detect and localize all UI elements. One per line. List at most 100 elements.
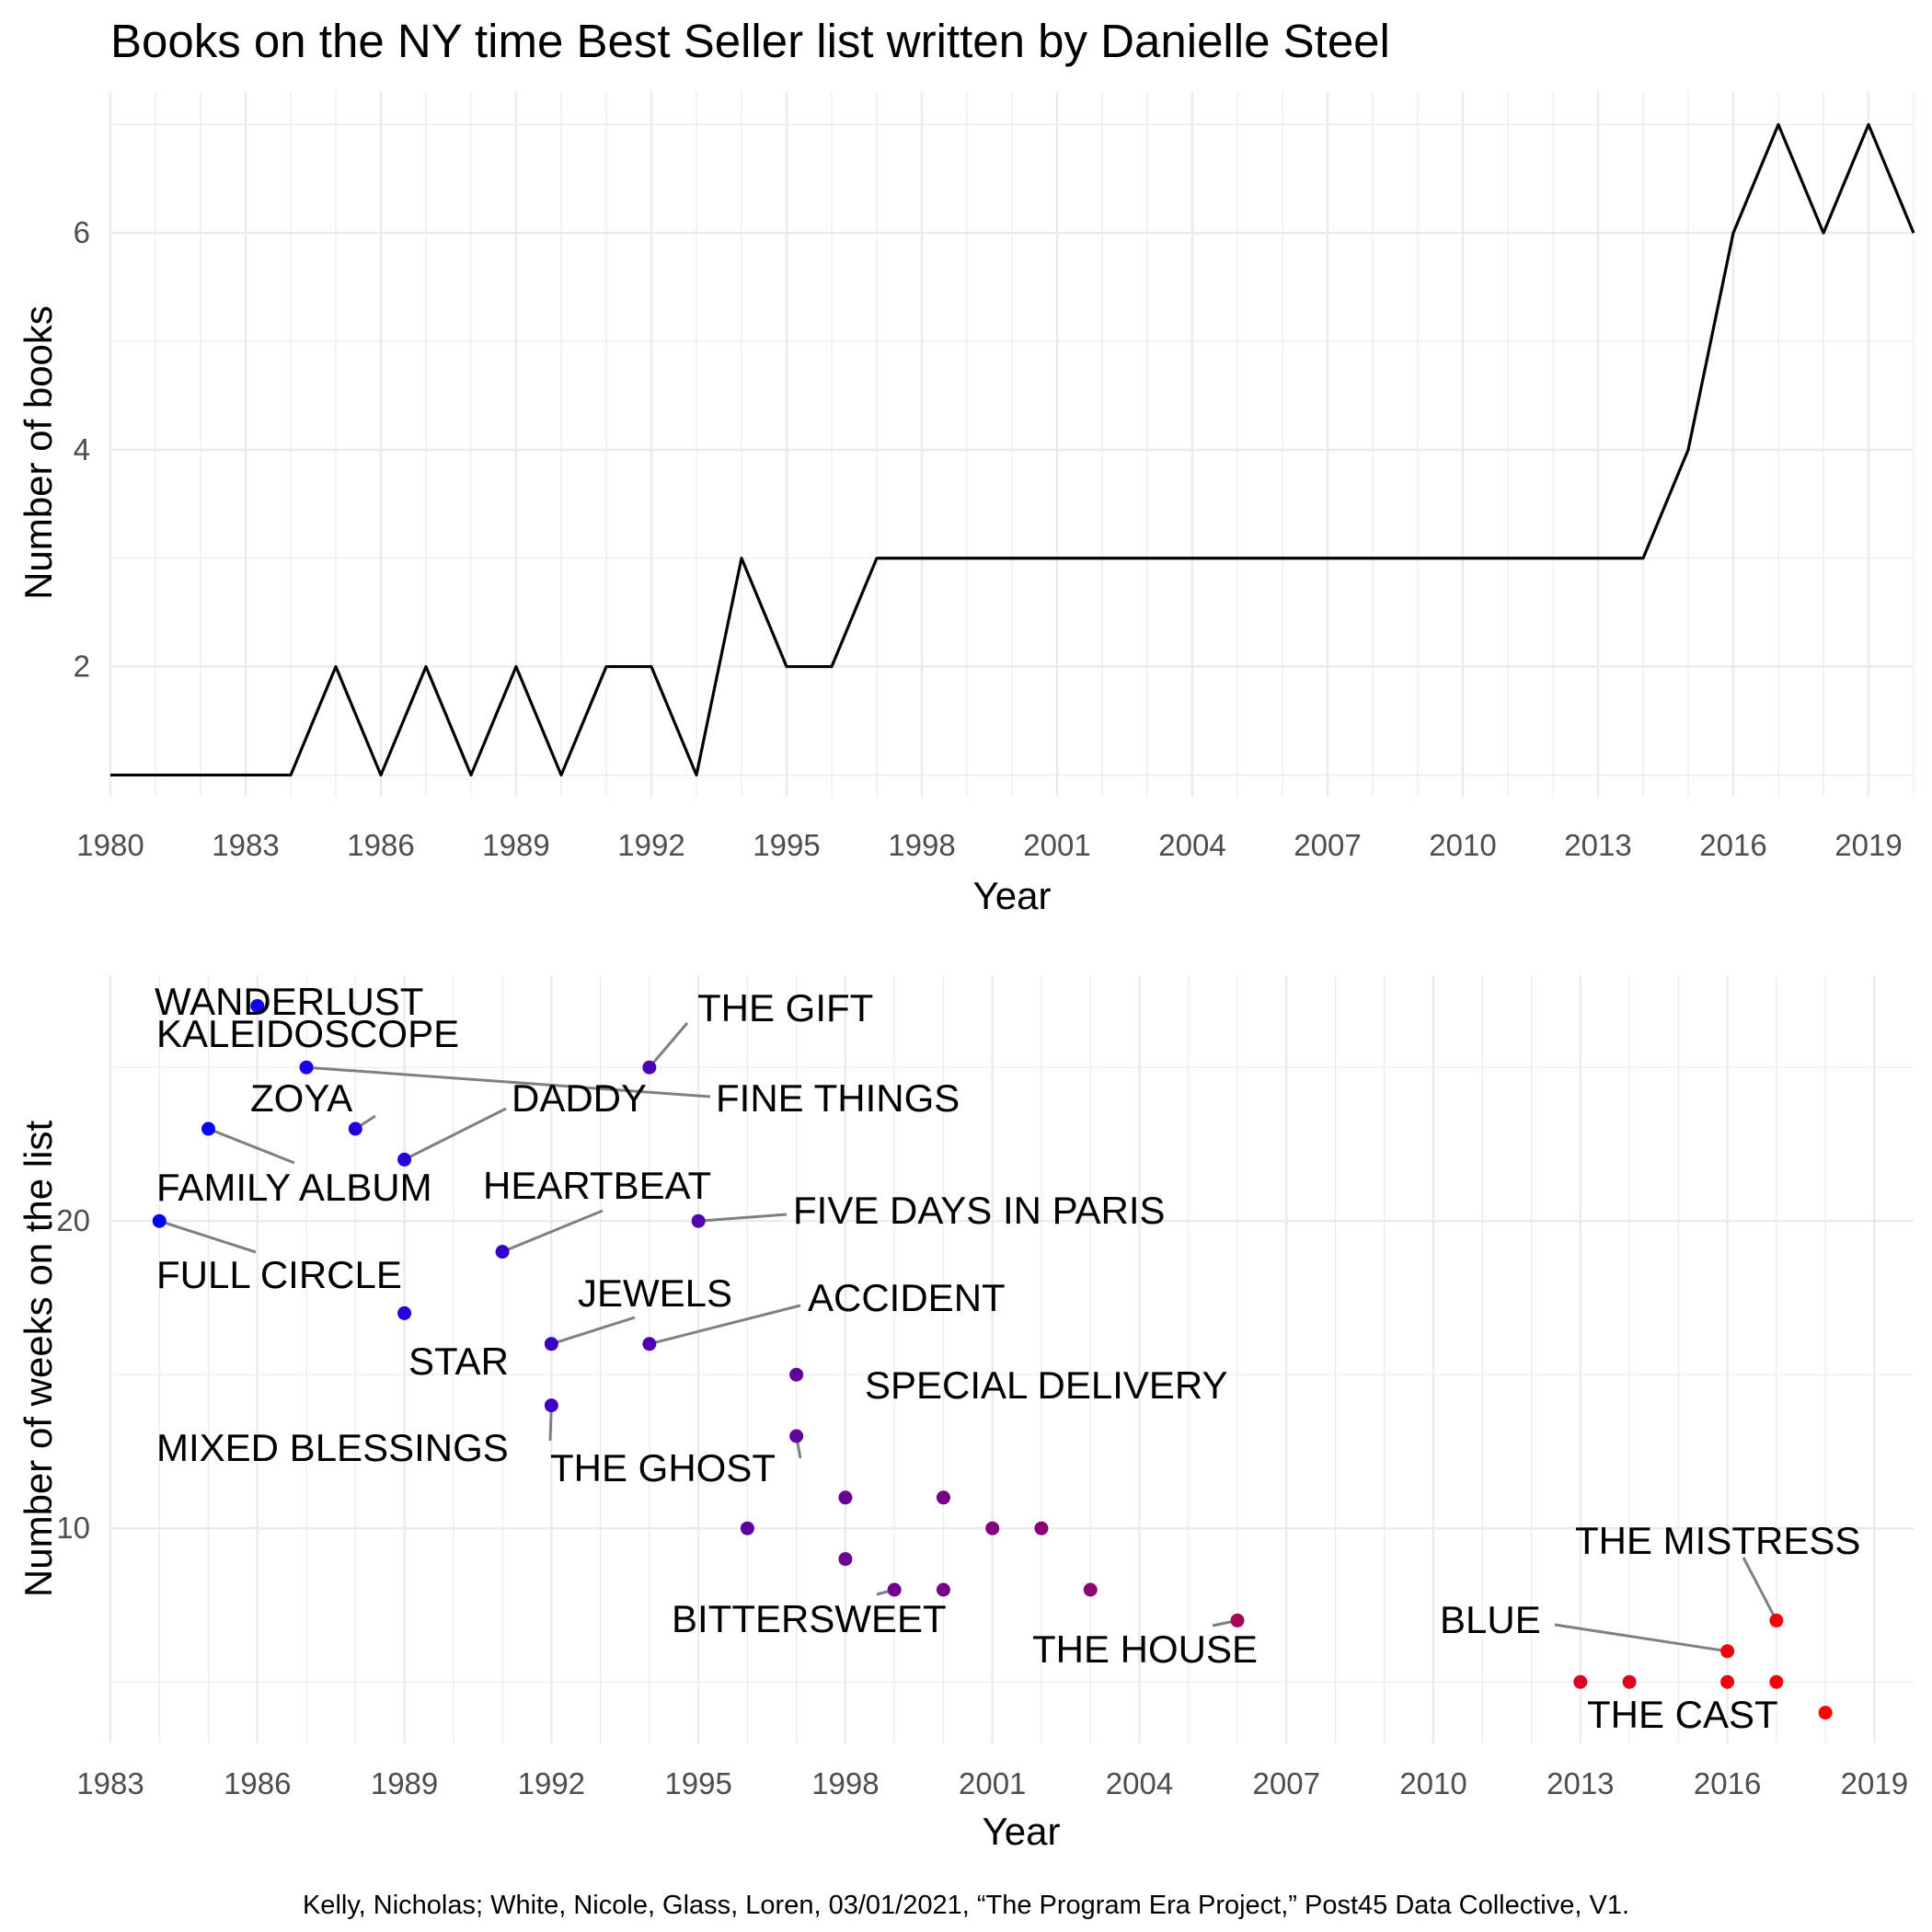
- point-label: ACCIDENT: [808, 1276, 1006, 1319]
- point-label: HEARTBEAT: [483, 1164, 711, 1207]
- y-tick-label: 10: [56, 1511, 90, 1545]
- book-point: [789, 1367, 804, 1382]
- x-tick-label: 2019: [1841, 1766, 1908, 1800]
- x-tick-label: 2001: [1023, 828, 1090, 862]
- x-tick-label: 2004: [1106, 1766, 1173, 1800]
- point-label: BLUE: [1440, 1598, 1541, 1641]
- x-tick-label: 2013: [1564, 828, 1631, 862]
- point-label: KALEIDOSCOPE: [156, 1012, 459, 1055]
- point-label: WANDERLUST: [155, 980, 423, 1023]
- scatter-chart-points: [152, 998, 1833, 1720]
- x-tick-label: 1998: [811, 1766, 879, 1800]
- label-leader-line: [648, 1022, 689, 1069]
- point-label: THE GIFT: [697, 986, 873, 1029]
- book-point: [642, 1337, 657, 1351]
- x-tick-label: 2016: [1694, 1766, 1761, 1800]
- point-label: BITTERSWEET: [672, 1597, 947, 1640]
- x-tick-label: 1986: [224, 1766, 291, 1800]
- book-point: [691, 1213, 706, 1228]
- y-tick-label: 6: [74, 215, 90, 249]
- book-point: [642, 1060, 657, 1075]
- y-tick-label: 4: [74, 432, 90, 466]
- book-point: [1573, 1674, 1588, 1689]
- point-label: ZOYA: [250, 1076, 352, 1120]
- x-tick-label: 1989: [482, 828, 549, 862]
- x-tick-label: 1995: [664, 1766, 731, 1800]
- book-point: [936, 1490, 950, 1505]
- book-point: [985, 1521, 1000, 1535]
- point-label: STAR: [408, 1340, 509, 1383]
- x-tick-label: 2007: [1253, 1766, 1320, 1800]
- book-point: [152, 1213, 167, 1228]
- book-point: [936, 1582, 950, 1597]
- book-point: [838, 1490, 853, 1505]
- chart-title: Books on the NY time Best Seller list wr…: [110, 15, 1390, 67]
- point-label: THE CAST: [1587, 1693, 1778, 1736]
- x-tick-label: 1998: [888, 828, 955, 862]
- x-tick-label: 1983: [76, 1766, 144, 1800]
- label-leader-line: [207, 1127, 295, 1165]
- line-chart-series: [110, 122, 1915, 777]
- book-point: [1769, 1613, 1784, 1627]
- line-chart-panel: 1980 1983 1986 1989 1992 1995 1998 2001 2004 2007…: [17, 92, 1915, 917]
- label-leader-line: [1742, 1557, 1778, 1622]
- book-point: [838, 1552, 853, 1567]
- book-point: [397, 1305, 412, 1320]
- x-tick-label: 2019: [1834, 828, 1902, 862]
- line-chart-tick-labels: 1980 1983 1986 1989 1992 1995 1998 2001 2004 2007…: [74, 215, 1903, 862]
- x-tick-label: 2010: [1429, 828, 1496, 862]
- book-point: [1720, 1644, 1735, 1659]
- x-tick-label: 1986: [347, 828, 414, 862]
- book-point: [1034, 1521, 1049, 1535]
- x-tick-label: 2001: [959, 1766, 1026, 1800]
- x-tick-label: 1989: [371, 1766, 438, 1800]
- label-leader-line: [550, 1316, 636, 1346]
- point-label: JEWELS: [578, 1271, 732, 1315]
- x-tick-label: 1980: [76, 828, 144, 862]
- point-label: THE MISTRESS: [1575, 1519, 1860, 1562]
- x-tick-label: 2016: [1699, 828, 1766, 862]
- point-label: FAMILY ALBUM: [156, 1166, 432, 1209]
- point-label: THE GHOST: [550, 1446, 776, 1489]
- book-point: [1720, 1674, 1735, 1689]
- book-point: [201, 1121, 216, 1136]
- book-point: [1230, 1613, 1245, 1627]
- x-tick-label: 2013: [1547, 1766, 1614, 1800]
- label-leader-line: [403, 1107, 507, 1161]
- point-label: THE HOUSE: [1032, 1627, 1258, 1671]
- x-tick-label: 1983: [212, 828, 279, 862]
- y-tick-label: 2: [74, 650, 90, 684]
- label-leader-line: [1554, 1623, 1728, 1653]
- book-point: [397, 1152, 412, 1167]
- x-tick-label: 1995: [753, 828, 820, 862]
- scatter-chart-tick-labels: 1983 1986 1989 1992 1995 1998 2001 2004 2007 2010…: [56, 1203, 1908, 1800]
- book-point: [495, 1245, 510, 1259]
- book-point: [1769, 1674, 1784, 1689]
- scatter-chart-x-axis-title: Year: [983, 1810, 1061, 1853]
- scatter-chart-panel: 1983 1986 1989 1992 1995 1998 2001 2004 2007 2010…: [17, 975, 1914, 1853]
- label-leader-line: [698, 1213, 788, 1223]
- scatter-chart-label-leaders: [158, 1022, 1778, 1653]
- y-tick-label: 20: [56, 1203, 90, 1237]
- book-point: [544, 1337, 558, 1351]
- label-leader-line: [501, 1209, 604, 1253]
- line-chart-x-axis-title: Year: [973, 874, 1052, 917]
- book-point: [1818, 1706, 1833, 1720]
- x-tick-label: 1992: [518, 1766, 585, 1800]
- point-label: MIXED BLESSINGS: [156, 1426, 509, 1469]
- point-label: FULL CIRCLE: [156, 1253, 402, 1296]
- scatter-chart-y-axis-title: Number of weeks on the list: [17, 1121, 60, 1598]
- books-per-year-line: [110, 122, 1915, 777]
- label-leader-line: [649, 1304, 801, 1346]
- book-point: [250, 998, 265, 1013]
- scatter-chart-grid: [109, 975, 1914, 1743]
- x-tick-label: 2004: [1158, 828, 1225, 862]
- source-caption: Kelly, Nicholas; White, Nicole, Glass, L…: [303, 1891, 1629, 1920]
- point-label: DADDY: [512, 1076, 647, 1120]
- book-point: [299, 1060, 314, 1075]
- book-point: [1083, 1582, 1098, 1597]
- x-tick-label: 2007: [1294, 828, 1361, 862]
- book-point: [789, 1429, 804, 1443]
